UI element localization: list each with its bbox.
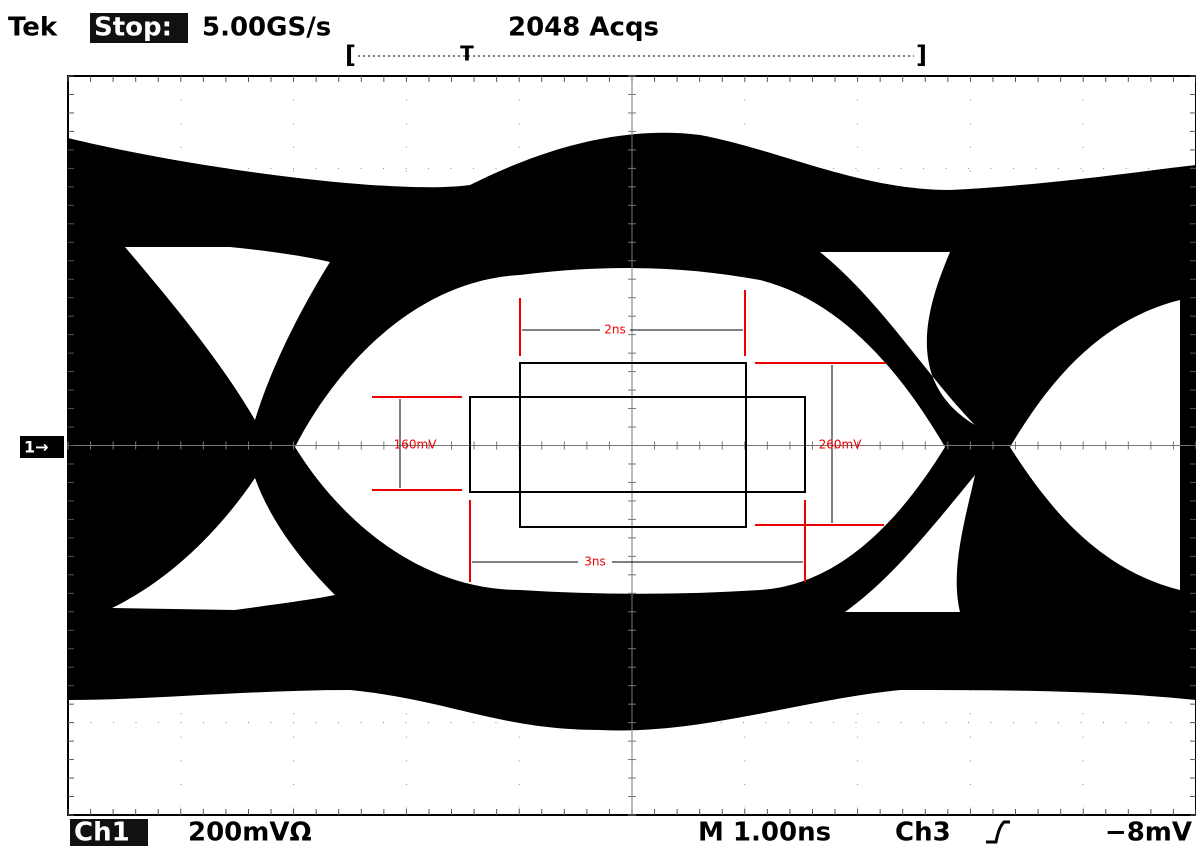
annotation: 3ns bbox=[584, 555, 606, 569]
sample-rate: 5.00GS/s bbox=[202, 13, 331, 43]
scope-screen: Tek Stop: 5.00GS/s 2048 Acqs [ ] T bbox=[0, 0, 1196, 846]
channel: Ch1 bbox=[74, 818, 130, 846]
bracket: [ bbox=[345, 41, 356, 69]
state: Stop: bbox=[94, 13, 172, 43]
annotation: 160mV bbox=[394, 438, 438, 452]
annotation: 260mV bbox=[819, 438, 863, 452]
trigger-position: T bbox=[460, 42, 474, 66]
timebase: M 1.00ns bbox=[698, 818, 831, 846]
annotation: 2ns bbox=[604, 323, 626, 337]
acquisitions: 2048 Acqs bbox=[508, 13, 659, 43]
brand: Tek bbox=[8, 13, 58, 43]
bracket: ] bbox=[916, 41, 927, 69]
channel-marker: 1→ bbox=[24, 438, 49, 457]
trigger-source: Ch3 bbox=[895, 818, 951, 846]
trigger-level: −8mV bbox=[1105, 818, 1192, 846]
scale: 200mVΩ bbox=[188, 818, 312, 846]
